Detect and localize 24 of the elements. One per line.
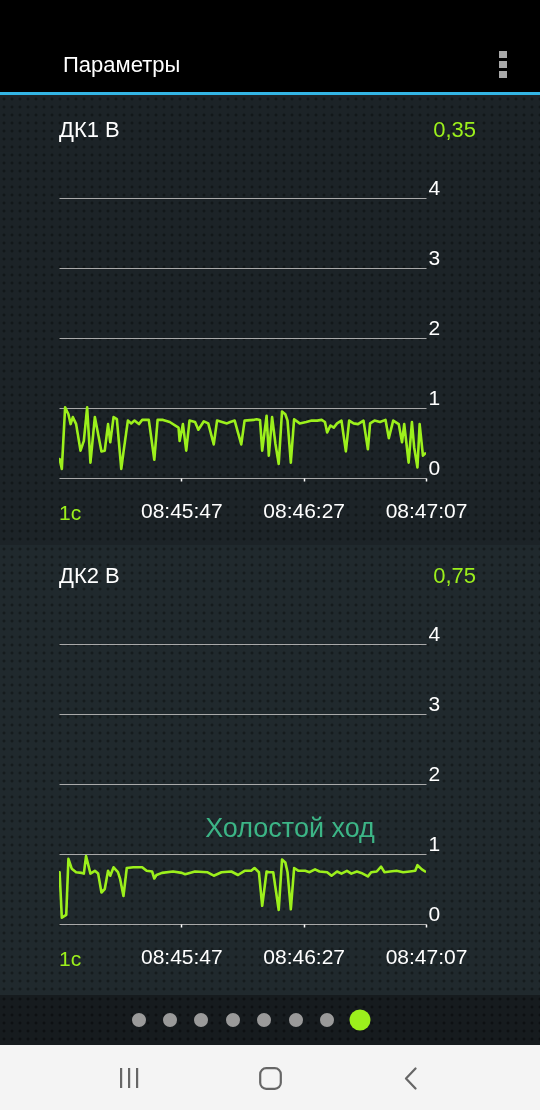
y-tick-label: 1: [428, 831, 441, 855]
text: 0,35: [433, 117, 476, 142]
y-tick-label: 2: [428, 761, 441, 785]
x-tick-label: 08:47:07: [385, 944, 468, 968]
text: 1с: [59, 947, 82, 970]
x-tick-label: 08:46:27: [263, 944, 346, 968]
x-tick-label: 08:46:27: [263, 498, 346, 522]
x-tick-label: 08:47:07: [385, 498, 468, 522]
y-tick-label: 4: [428, 621, 441, 645]
y-tick-label: 0: [428, 455, 441, 479]
chart-title: ДК1 В: [59, 117, 120, 142]
x-tick-label: 08:45:47: [140, 498, 223, 522]
y-tick-label: 4: [428, 175, 441, 199]
text: Параметры: [63, 51, 181, 79]
y-tick-label: 0: [428, 901, 441, 925]
y-tick-label: 2: [428, 315, 441, 339]
chart-title: ДК2 В: [59, 563, 120, 588]
y-tick-label: 3: [428, 691, 441, 715]
y-tick-label: 1: [428, 385, 441, 409]
x-tick-label: 08:45:47: [140, 944, 223, 968]
text: 0,75: [433, 563, 476, 588]
y-tick-label: 3: [428, 245, 441, 269]
annotation: Холостой ход: [205, 813, 376, 843]
text: 1с: [59, 501, 82, 524]
